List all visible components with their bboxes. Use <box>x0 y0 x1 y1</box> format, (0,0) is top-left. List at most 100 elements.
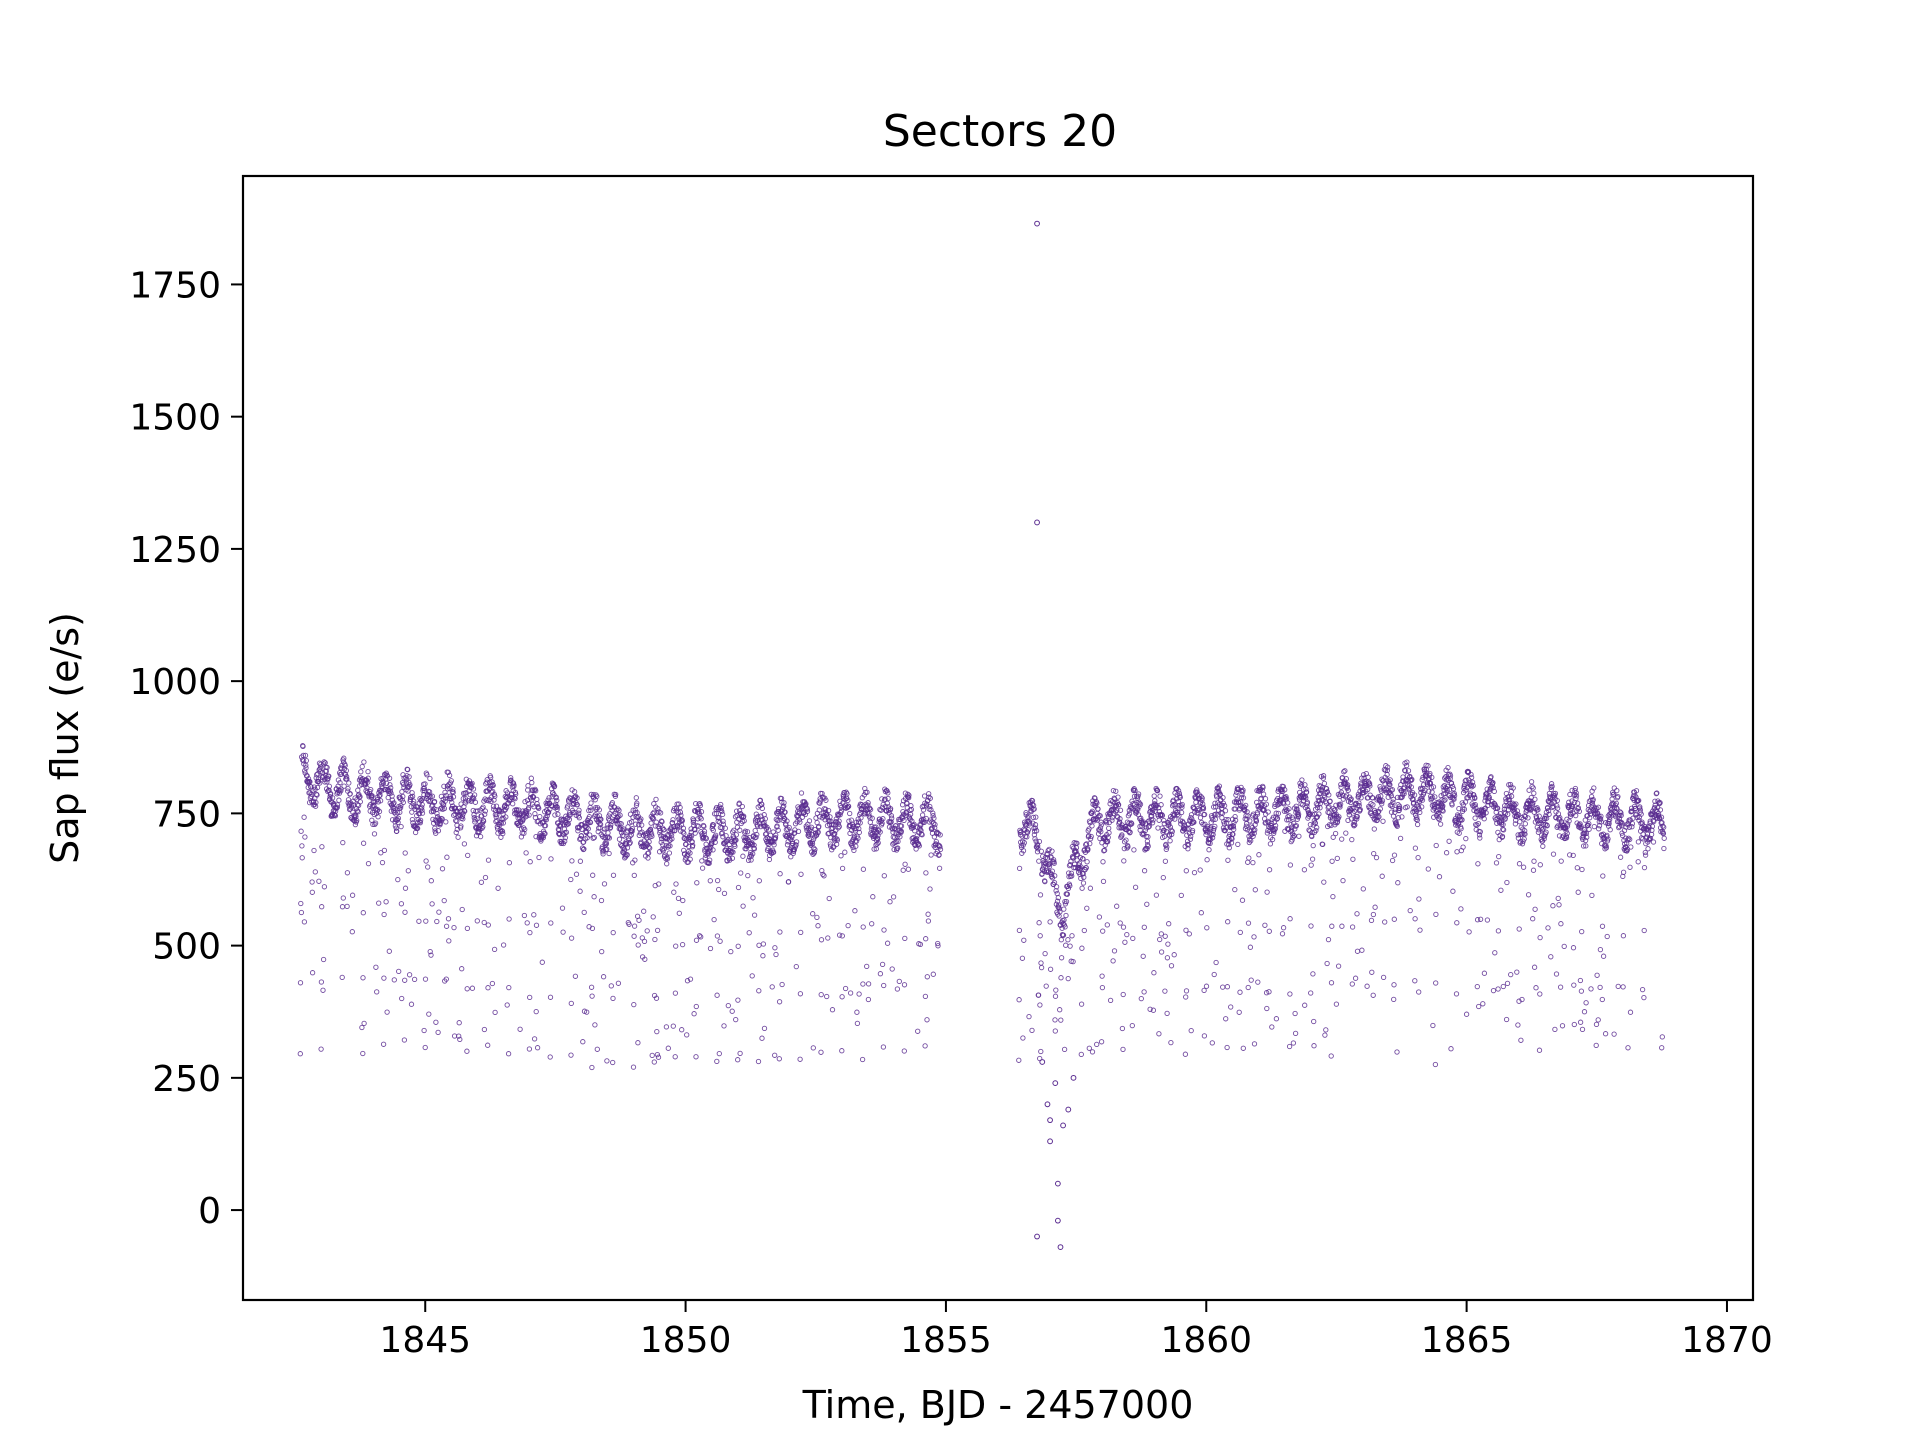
flux-point <box>1245 984 1251 991</box>
flux-point <box>1310 971 1316 977</box>
flux-point <box>543 817 550 823</box>
flux-point <box>1140 819 1147 825</box>
flux-point <box>1251 1041 1258 1047</box>
flux-point <box>1120 991 1126 998</box>
flux-point <box>442 798 448 804</box>
flux-point <box>1354 813 1360 820</box>
flux-point <box>703 835 710 842</box>
flux-point <box>511 782 517 788</box>
flux-point <box>1061 1046 1068 1053</box>
flux-point <box>1320 773 1327 779</box>
flux-point <box>651 1059 657 1065</box>
flux-point <box>1125 844 1131 850</box>
flux-point <box>1641 927 1647 934</box>
flux-point <box>693 1003 699 1010</box>
flux-point <box>1235 841 1241 848</box>
flux-point <box>445 916 452 922</box>
flux-point <box>699 858 705 864</box>
flux-point <box>1115 802 1122 808</box>
flux-point <box>344 903 350 910</box>
flux-point <box>1659 1045 1665 1051</box>
flux-point <box>1337 804 1343 810</box>
flux-point <box>527 859 533 865</box>
flux-point <box>596 813 603 819</box>
flux-point <box>469 985 476 991</box>
flux-point <box>728 948 734 955</box>
flux-point <box>722 825 728 831</box>
flux-point <box>1537 991 1543 997</box>
flux-point <box>524 813 530 819</box>
flux-point <box>1548 954 1554 960</box>
flux-point <box>1354 816 1360 822</box>
flux-point <box>1140 953 1146 959</box>
flux-point <box>929 825 935 831</box>
flux-point <box>842 849 848 855</box>
flux-point <box>316 878 322 884</box>
flux-point <box>879 961 886 968</box>
flux-point <box>1047 919 1053 925</box>
flux-point <box>1407 907 1413 914</box>
flux-point <box>1246 855 1252 861</box>
flux-point <box>916 843 922 849</box>
flux-point <box>628 819 635 825</box>
flux-point <box>594 793 600 800</box>
outlier-point-0 <box>1034 220 1040 227</box>
flux-point <box>1254 811 1261 817</box>
flux-point <box>1131 847 1137 853</box>
flux-point <box>1204 857 1210 863</box>
flux-point <box>456 805 462 812</box>
flux-point <box>361 1020 367 1027</box>
flux-point <box>1425 866 1431 872</box>
flux-point <box>1277 800 1284 806</box>
flux-point <box>460 816 466 822</box>
flux-point <box>1035 843 1041 849</box>
flux-point <box>698 816 704 822</box>
flux-point <box>692 830 698 836</box>
flux-point <box>492 1009 498 1016</box>
flux-point <box>596 807 602 813</box>
flux-point <box>376 793 382 799</box>
flux-point <box>1260 791 1267 797</box>
flux-point <box>742 828 748 834</box>
flux-point <box>744 829 751 835</box>
flux-point <box>1252 827 1258 833</box>
flux-point <box>1175 809 1181 815</box>
flux-point <box>895 845 901 851</box>
flux-point <box>1036 920 1042 926</box>
flux-point <box>1237 929 1243 936</box>
flux-point <box>1239 897 1246 903</box>
flux-point <box>631 872 637 879</box>
flux-point <box>470 786 477 792</box>
flux-point <box>1304 803 1310 809</box>
flux-point <box>1127 829 1133 835</box>
flux-point <box>1086 1045 1092 1051</box>
flux-point <box>1246 836 1253 843</box>
flux-point <box>756 942 762 948</box>
flux-point <box>716 886 722 893</box>
flux-point <box>536 805 542 812</box>
flux-point <box>1183 988 1190 994</box>
flux-point <box>560 929 566 935</box>
flux-point <box>371 831 378 837</box>
flux-point <box>694 880 700 886</box>
flux-point <box>750 895 756 901</box>
flux-point <box>1060 932 1067 938</box>
flux-point <box>1038 848 1044 854</box>
flux-point <box>435 1029 441 1036</box>
flux-point <box>609 800 616 806</box>
flux-point <box>905 791 911 797</box>
flux-point <box>1047 966 1054 972</box>
flux-point <box>797 819 803 825</box>
flux-point <box>798 790 805 796</box>
flux-point <box>759 805 765 812</box>
flux-point <box>1096 914 1103 920</box>
flux-point <box>370 821 376 828</box>
flux-point <box>597 825 603 831</box>
flux-point <box>877 971 884 977</box>
flux-point <box>1314 824 1320 831</box>
flux-point <box>798 871 804 877</box>
flux-point <box>906 795 912 801</box>
flux-point <box>1446 838 1452 844</box>
flux-point <box>1200 821 1206 827</box>
flux-point <box>305 776 312 782</box>
